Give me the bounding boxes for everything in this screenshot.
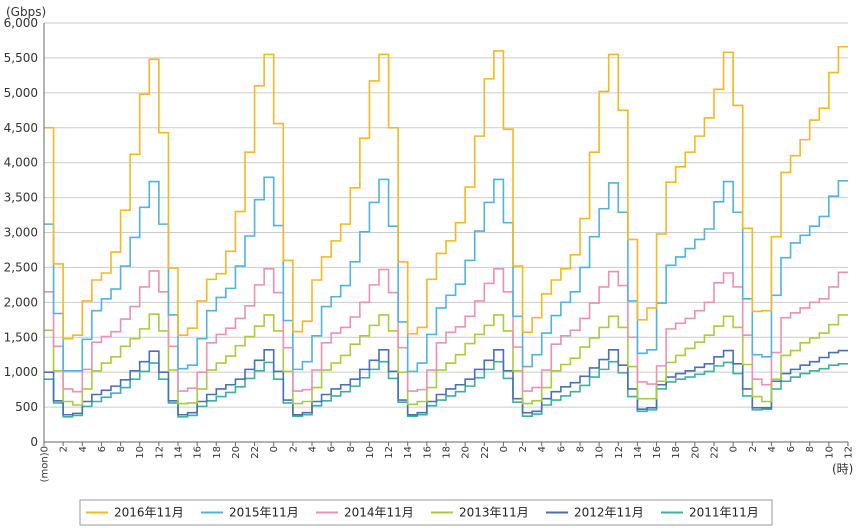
series-line	[44, 268, 848, 393]
x-tick-label: 16	[652, 446, 663, 459]
x-tick-label: 20	[690, 446, 701, 459]
y-tick-label: 3,000	[4, 226, 38, 240]
x-tick-label: 4	[537, 446, 548, 452]
x-tick-label: 8	[116, 446, 127, 452]
x-tick-label: 0	[269, 446, 280, 452]
legend-label: 2014年11月	[344, 506, 414, 520]
x-tick-label: 10	[595, 446, 606, 459]
series-line	[44, 349, 848, 416]
x-tick-label: 22	[480, 446, 491, 459]
y-tick-label: 5,500	[4, 51, 38, 65]
x-tick-label: 14	[633, 446, 644, 459]
legend-box	[79, 499, 773, 526]
x-tick-label: 2	[748, 446, 759, 452]
legend-label: 2015年11月	[229, 506, 299, 520]
series-layer	[44, 45, 848, 418]
x-tick-label: 12	[844, 446, 855, 459]
x-tick-label: 4	[767, 446, 778, 452]
legend-label: 2016年11月	[114, 506, 184, 520]
x-tick-label: 10	[365, 446, 376, 459]
y-tick-label: 0	[30, 435, 38, 449]
y-axis-unit: (Gbps)	[6, 5, 46, 19]
legend-label: 2011年11月	[689, 506, 759, 520]
x-tick-label: 8	[805, 446, 816, 452]
x-tick-label: 8	[346, 446, 357, 452]
x-tick-label: 16	[193, 446, 204, 459]
y-tick-label: 1,500	[4, 330, 38, 344]
x-tick-label: 8	[576, 446, 587, 452]
x-tick-label: 18	[442, 446, 453, 459]
y-tick-label: 2,500	[4, 260, 38, 274]
y-tick-label: 2,000	[4, 295, 38, 309]
x-tick-label: 12	[384, 446, 395, 459]
x-tick-label: 4	[308, 446, 319, 452]
y-tick-label: 3,500	[4, 191, 38, 205]
x-tick-label: 16	[422, 446, 433, 459]
y-tick-label: 4,500	[4, 121, 38, 135]
x-tick-label: 2	[288, 446, 299, 452]
series-line	[44, 176, 848, 373]
x-tick-label: 4	[78, 446, 89, 452]
y-tick-label: 6,000	[4, 16, 38, 30]
x-tick-label: 12	[614, 446, 625, 459]
x-tick-label: 6	[97, 446, 108, 452]
y-tick-label: 1,000	[4, 365, 38, 379]
y-tick-label: 4,000	[4, 156, 38, 170]
x-tick-label: 2	[59, 446, 70, 452]
x-tick-label: 0	[729, 446, 740, 452]
x-tick-label: 14	[174, 446, 185, 459]
x-tick-label: 22	[250, 446, 261, 459]
y-axis-ticks: 0 500 1,000 1,500 2,000 2,500 3,000 3,500 4,000 4…	[4, 16, 38, 449]
x-axis-ticks: (mon)0 2 4 6 8 10 12 14 16 18 20 22 0 2 4 6 8 10 12 14 16 18 2…	[40, 442, 855, 482]
x-tick-label: 20	[231, 446, 242, 459]
x-tick-label: 18	[212, 446, 223, 459]
legend: 2016年11月 2015年11月 2014年11月 2013年11月 2012年11月…	[79, 499, 773, 526]
x-tick-label: 22	[710, 446, 721, 459]
x-tick-label: 18	[671, 446, 682, 459]
y-tick-label: 500	[15, 400, 38, 414]
x-tick-label: 10	[135, 446, 146, 459]
y-tick-label: 5,000	[4, 86, 38, 100]
x-tick-label: 6	[786, 446, 797, 452]
x-tick-label: 20	[461, 446, 472, 459]
x-tick-label: 6	[327, 446, 338, 452]
x-tick-label: 14	[403, 446, 414, 459]
series-line	[44, 313, 848, 406]
x-tick-label: 12	[154, 446, 165, 459]
x-tick-label: 2	[518, 446, 529, 452]
legend-label: 2012年11月	[574, 506, 644, 520]
x-tick-label: 0	[499, 446, 510, 452]
x-axis-unit: (時)	[832, 462, 853, 476]
legend-label: 2013年11月	[459, 506, 529, 520]
x-tick-label: 6	[556, 446, 567, 452]
x-tick-label: 10	[824, 446, 835, 459]
grid-lines	[44, 22, 848, 408]
x-tick-label: (mon)0	[40, 446, 51, 482]
series-line	[44, 45, 848, 340]
